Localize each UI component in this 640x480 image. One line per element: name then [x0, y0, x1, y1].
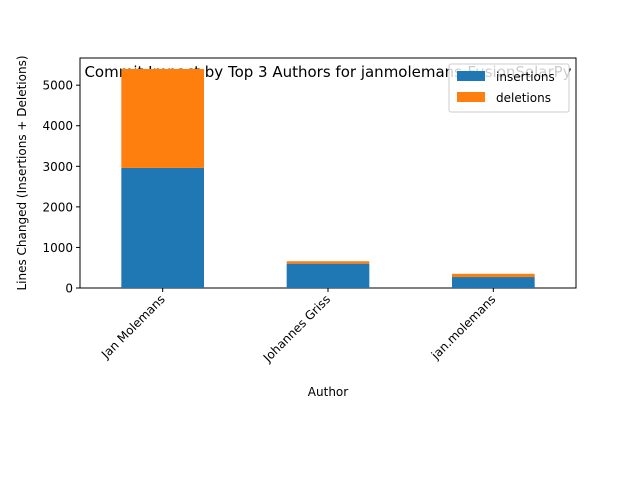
bar-insertions-2: [452, 277, 535, 288]
bar-insertions-1: [286, 263, 370, 288]
y-tick-label: 2000: [42, 200, 73, 214]
x-axis: Jan Molemans Johannes Griss jan.molemans: [98, 288, 498, 365]
y-tick-label: 1000: [42, 241, 73, 255]
bar-insertions-0: [121, 167, 204, 288]
legend-swatch-insertions: [457, 71, 485, 81]
x-tick-label: Johannes Griss: [260, 292, 333, 365]
legend-swatch-deletions: [457, 92, 485, 102]
bar-deletions-0: [121, 68, 204, 168]
y-tick-label: 5000: [42, 79, 73, 93]
bar-deletions-2: [452, 273, 535, 278]
y-tick-label: 0: [65, 282, 73, 296]
x-tick-label: Jan Molemans: [98, 292, 168, 362]
x-axis-label: Author: [308, 385, 348, 399]
y-axis-label: Lines Changed (Insertions + Deletions): [15, 55, 29, 290]
x-tick-label: jan.molemans: [428, 292, 499, 363]
legend-label-deletions: deletions: [496, 91, 551, 105]
y-tick-label: 4000: [42, 119, 73, 133]
legend-label-insertions: insertions: [496, 70, 555, 84]
y-axis: 0 1000 2000 3000 4000 5000: [42, 79, 80, 296]
y-tick-label: 3000: [42, 160, 73, 174]
bar-deletions-1: [286, 261, 370, 264]
legend: insertions deletions: [448, 63, 570, 113]
bars-group: [121, 68, 535, 288]
